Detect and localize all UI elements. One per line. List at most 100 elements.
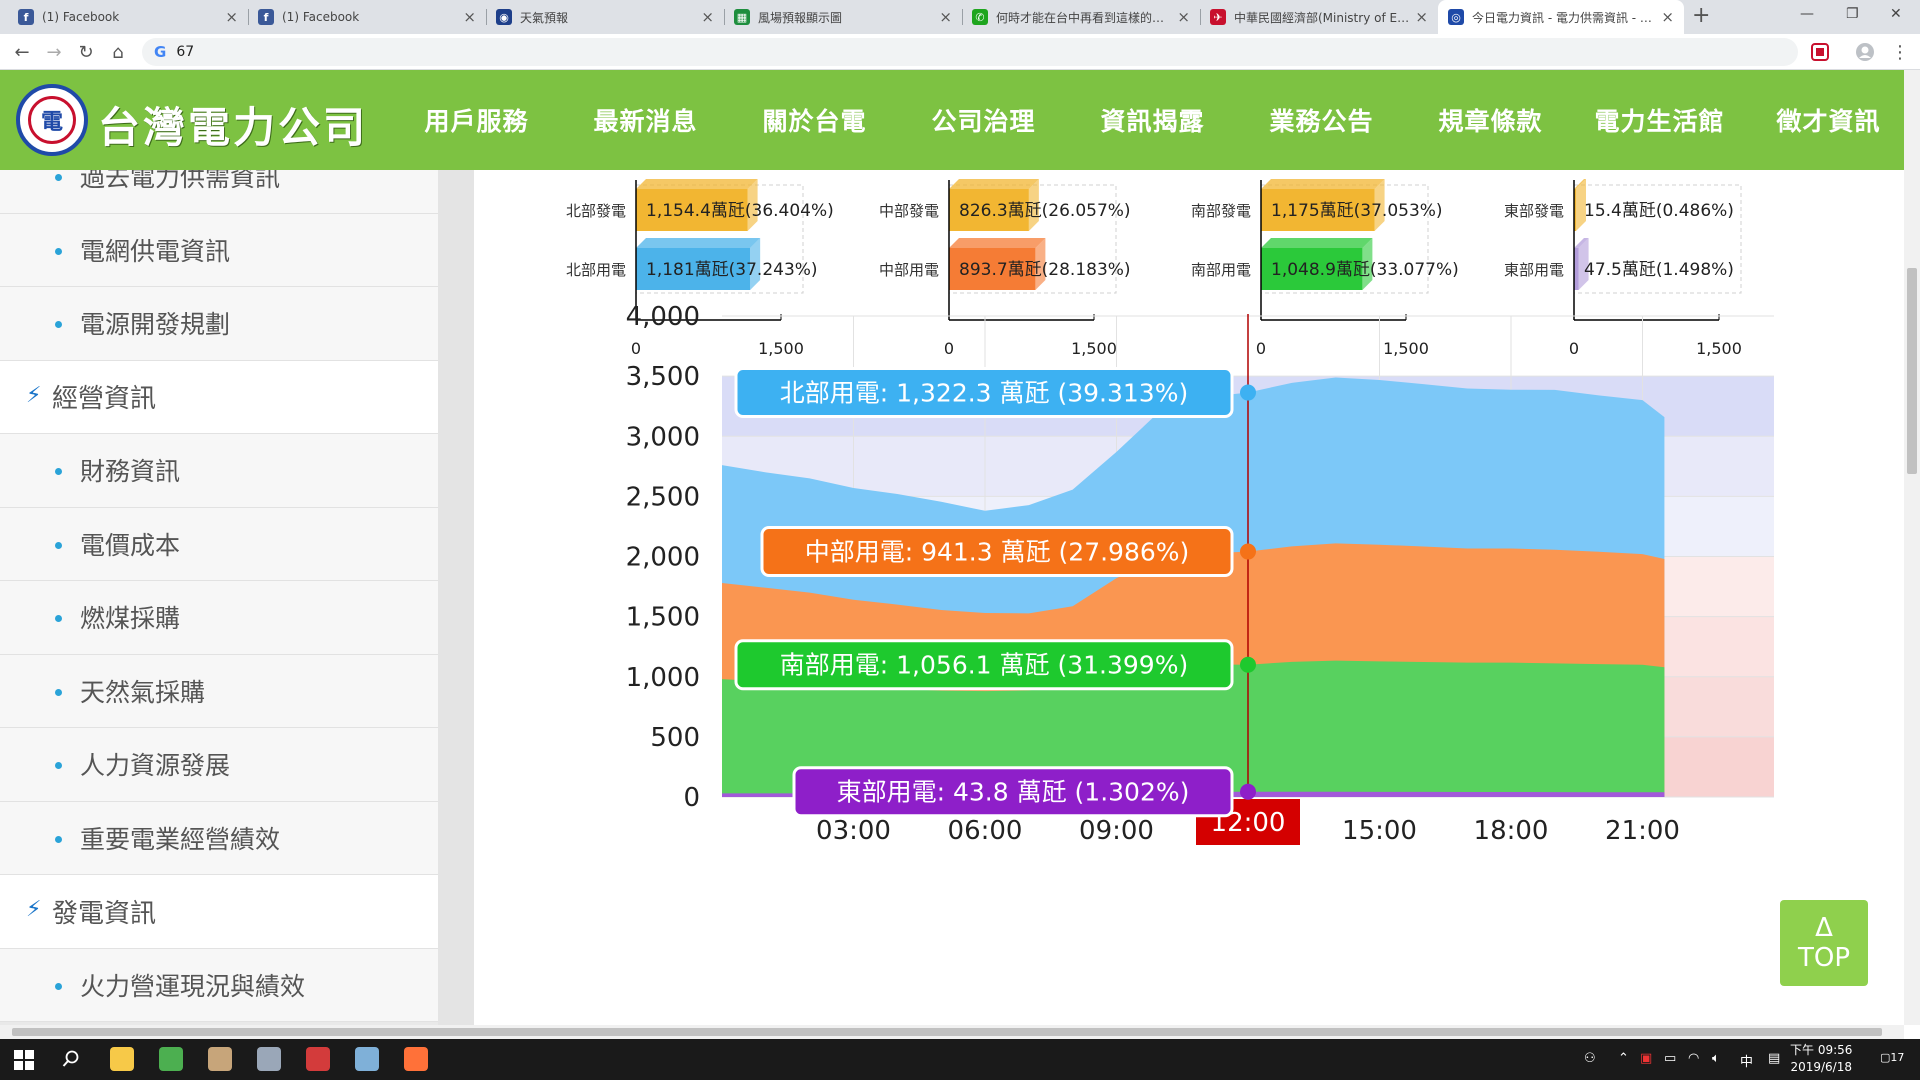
nav-item[interactable]: 資訊揭露 [1100,107,1205,136]
person-icon[interactable]: ⚇ [1584,1051,1596,1066]
bar-side [1576,179,1586,231]
nav-item[interactable]: 電力生活館 [1594,107,1725,136]
nav-item[interactable]: 徵才資訊 [1776,107,1881,136]
chrome-icon[interactable] [159,1047,183,1071]
close-tab-icon[interactable]: × [1415,8,1428,26]
security-icon[interactable]: ▣ [1640,1051,1653,1066]
minimize-window-button[interactable]: — [1800,6,1814,22]
fox-app-icon[interactable] [208,1047,232,1071]
bar-frame [635,184,804,294]
y-tick-label: 1,500 [626,603,700,633]
nav-item[interactable]: 最新消息 [593,107,698,136]
taipower-logo[interactable]: 電 [16,84,88,156]
logo-emblem: 電 [28,96,76,144]
bar [1261,189,1375,231]
browser-tab[interactable]: ◎ 今日電力資訊 - 電力供需資訊 - 台灣電力公司 × [1438,0,1684,34]
forward-button[interactable]: → [46,41,62,63]
file-explorer-icon[interactable] [110,1047,134,1071]
reload-button[interactable]: ↻ [78,41,94,63]
sidebar-item[interactable]: 人力資源發展 [0,728,438,802]
browser-tab[interactable]: f (1) Facebook × [8,0,248,34]
y-tick-label: 1,000 [626,663,700,693]
main-content: 北部發電 1,154.4萬瓩(36.404%) 北部用電 1,181萬瓩(37.243… [474,170,1904,1025]
sidebar-gutter [438,170,474,1025]
windows-start-icon[interactable] [14,1050,34,1070]
new-tab-button[interactable]: + [1692,3,1711,28]
horizontal-scroll-thumb[interactable] [12,1028,1882,1036]
close-tab-icon[interactable]: × [701,8,714,26]
sidebar-item[interactable]: 燃煤採購 [0,581,438,655]
wifi-icon[interactable]: ◠ [1688,1051,1700,1066]
battery-icon[interactable]: ▭ [1664,1051,1677,1066]
nav-item[interactable]: 規章條款 [1438,107,1543,136]
sidebar-item[interactable]: 過去電力供需資訊 [0,170,438,214]
restore-window-button[interactable]: ❐ [1846,6,1859,22]
search-icon[interactable] [62,1050,80,1068]
ime-indicator[interactable]: 中 [1740,1055,1754,1070]
firefox-icon[interactable] [404,1047,428,1071]
sidebar-category[interactable]: ⚡︎ 發電資訊 [0,875,438,949]
show-hidden-icons-icon[interactable]: ⌃ [1618,1051,1629,1066]
site-name[interactable]: 台灣電力公司 [98,103,369,152]
vertical-scrollbar[interactable] [1904,70,1920,1025]
bar-value-label: 1,048.9萬瓩(33.077%) [1271,260,1459,280]
site-header: 電 台灣電力公司 用戶服務 最新消息 關於台電 公司治理 資訊揭露 業務公告 規章條款 電力生… [0,70,1904,170]
sidebar-item-label: 重要電業經營績效 [80,824,281,854]
bar-category-label: 北部用電 [566,261,626,279]
nav-item[interactable]: 公司治理 [931,107,1036,136]
bar-category-label: 東部用電 [1504,261,1564,279]
sidebar-item[interactable]: 火力營運現況與績效 [0,948,438,1022]
close-tab-icon[interactable]: × [1177,8,1190,26]
region-bar-chart-中部: 中部發電 826.3萬瓩(26.057%) 中部用電 893.7萬瓩(28.183%)… [879,179,1131,358]
close-tab-icon[interactable]: × [225,8,238,26]
nav-item[interactable]: 用戶服務 [424,107,529,136]
x-tick-label: 06:00 [948,816,1023,846]
bar-side [1374,179,1385,231]
notification-center-icon[interactable]: ▢17 [1880,1051,1905,1064]
sidebar-item[interactable]: 重要電業經營績效 [0,801,438,875]
volume-icon[interactable]: 🔈︎ [1712,1051,1720,1066]
clock-time: 下午 09:56 [1790,1043,1853,1057]
browser-tab[interactable]: ✈ 中華民國經濟部(Ministry of Economic Affairs) × [1200,0,1438,34]
close-tab-icon[interactable]: × [939,8,952,26]
taskbar-clock[interactable]: 下午 09:56 2019/6/18 [1790,1042,1852,1076]
nav-item[interactable]: 業務公告 [1269,107,1374,136]
bar-side [750,238,761,290]
sidebar-item[interactable]: 財務資訊 [0,434,438,508]
profile-avatar-icon[interactable] [1855,42,1875,62]
sidebar-item[interactable]: 電源開發規劃 [0,287,438,361]
home-button[interactable]: ⌂ [112,41,124,63]
bar-value-label: 893.7萬瓩(28.183%) [959,260,1131,280]
keyboard-icon[interactable]: ▤ [1768,1051,1781,1066]
sidebar-item[interactable]: 電網供電資訊 [0,213,438,287]
vertical-scroll-thumb[interactable] [1907,268,1917,474]
nav-item[interactable]: 關於台電 [762,107,867,136]
close-tab-icon[interactable]: × [463,8,476,26]
bar-side [1028,179,1039,231]
back-to-top-button[interactable]: Δ TOP [1780,900,1868,986]
x-tick-label: 1,500 [758,339,804,358]
close-window-button[interactable]: ✕ [1890,6,1902,22]
sidebar-category[interactable]: ⚡︎ 經營資訊 [0,360,438,434]
browser-tab[interactable]: ▦ 風場預報顯示圖 × [724,0,962,34]
x-tick-label: 1,500 [1696,339,1742,358]
close-tab-icon[interactable]: × [1661,8,1674,26]
back-button[interactable]: ← [14,41,30,63]
paint-app-icon[interactable] [257,1047,281,1071]
extension-icon[interactable] [1810,42,1830,62]
horizontal-scrollbar[interactable] [0,1025,1904,1039]
browser-tab[interactable]: ◉ 天氣預報 × [486,0,724,34]
browser-menu-icon[interactable]: ⋮ [1891,41,1909,63]
browser-tab[interactable]: f (1) Facebook × [248,0,486,34]
series-marker [1240,384,1256,401]
browser-tab[interactable]: ✆ 何時才能在台中再看到這樣的藍天 × [962,0,1200,34]
sidebar-item[interactable]: 電價成本 [0,507,438,581]
bar-side [747,179,758,231]
notepad-app-icon[interactable] [355,1047,379,1071]
game-app-icon[interactable] [306,1047,330,1071]
series-marker [1240,783,1256,800]
x-tick-label: 0 [1256,339,1266,358]
sidebar-item[interactable]: 天然氣採購 [0,654,438,728]
tooltip-text: 南部用電: 1,056.1 萬瓩 (31.399%) [780,651,1188,680]
address-bar[interactable]: G 67 [142,38,1798,66]
